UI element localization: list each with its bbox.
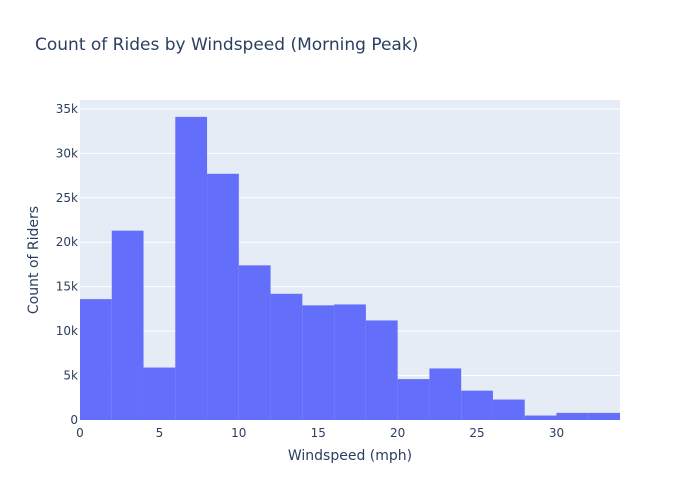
y-tick-label: 5k (63, 369, 78, 383)
y-tick-label: 30k (56, 146, 78, 160)
x-tick-label: 25 (469, 426, 484, 440)
x-tick-label: 15 (311, 426, 326, 440)
histogram-bar (270, 293, 303, 420)
x-tick-label: 10 (231, 426, 246, 440)
y-tick-label: 0 (70, 413, 78, 427)
histogram-bar (365, 320, 398, 420)
y-tick-label: 25k (56, 191, 78, 205)
histogram-bar (524, 415, 557, 420)
histogram-bar (175, 116, 208, 420)
chart-title: Count of Rides by Windspeed (Morning Pea… (35, 35, 418, 55)
y-tick-label: 10k (56, 324, 78, 338)
y-tick-label: 15k (56, 280, 78, 294)
x-tick-label: 5 (156, 426, 164, 440)
x-axis-title: Windspeed (mph) (288, 448, 412, 464)
histogram-bar (492, 399, 525, 420)
histogram-bar (302, 305, 335, 420)
histogram-bar (238, 265, 271, 420)
histogram-bar (556, 412, 589, 420)
x-tick-label: 20 (390, 426, 405, 440)
histogram-bar (397, 379, 430, 420)
y-axis-ticks: 0 5k 10k 15k 20k 25k 30k 35k (56, 102, 78, 427)
histogram-bar (80, 299, 112, 420)
histogram-bar (111, 230, 144, 420)
histogram-bar (334, 304, 366, 420)
x-tick-label: 0 (76, 426, 84, 440)
y-tick-label: 35k (56, 102, 78, 116)
histogram-bar (207, 173, 239, 420)
histogram-bar (461, 390, 493, 420)
bars (80, 116, 620, 420)
x-axis-ticks: 0 5 10 15 20 25 30 (76, 426, 564, 440)
x-tick-label: 30 (549, 426, 564, 440)
y-tick-label: 20k (56, 235, 78, 249)
histogram-bar (143, 367, 176, 420)
histogram-bar (429, 368, 462, 420)
y-axis-title: Count of Riders (26, 206, 42, 314)
plot-area (80, 100, 620, 420)
histogram-bar (588, 412, 620, 420)
